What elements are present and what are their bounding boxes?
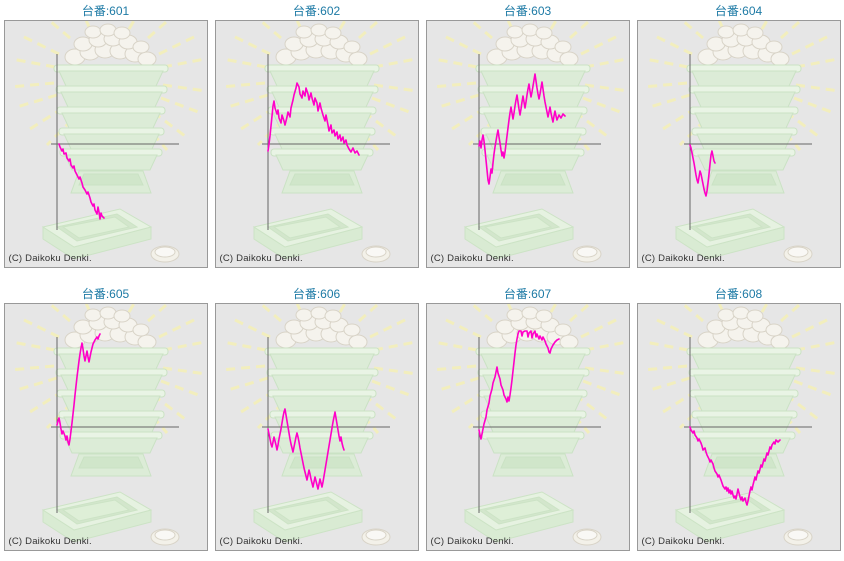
machine-title-link[interactable]: 台番:604 (714, 4, 763, 18)
slump-graph (219, 21, 418, 264)
machine-watermark (430, 21, 629, 264)
slump-graph (8, 21, 207, 264)
copyright-label: (C) Daikoku Denki. (430, 536, 514, 547)
slump-graph (219, 304, 418, 547)
slump-line (688, 426, 781, 506)
machine-watermark (641, 304, 840, 547)
machine-cell-604: 台番:604 (C) Daikoku Denki. (636, 3, 841, 268)
machine-cell-605: 台番:605 (C) Daikoku Denki. (3, 286, 208, 551)
slump-graph (641, 304, 840, 547)
copyright-label: (C) Daikoku Denki. (641, 536, 725, 547)
copyright-label: (C) Daikoku Denki. (641, 253, 725, 264)
machine-title-link[interactable]: 台番:601 (81, 4, 130, 18)
slump-graph (430, 21, 629, 264)
machine-graph-panel: (C) Daikoku Denki. (3, 20, 208, 268)
machine-title-link[interactable]: 台番:602 (292, 4, 341, 18)
machine-title-link[interactable]: 台番:605 (81, 287, 130, 301)
machine-title-link[interactable]: 台番:606 (292, 287, 341, 301)
machine-graph-panel: (C) Daikoku Denki. (214, 303, 419, 551)
machine-cell-607: 台番:607 (C) Daikoku Denki. (425, 286, 630, 551)
machine-graph-panel: (C) Daikoku Denki. (636, 20, 841, 268)
copyright-label: (C) Daikoku Denki. (8, 536, 92, 547)
slump-line (477, 73, 566, 185)
machine-watermark (430, 304, 629, 547)
machine-graph-panel: (C) Daikoku Denki. (214, 20, 419, 268)
machine-title-link[interactable]: 台番:607 (503, 287, 552, 301)
slump-line (688, 144, 716, 197)
machine-watermark (641, 21, 840, 264)
slump-graph (430, 304, 629, 547)
machine-cell-606: 台番:606 (C) Daikoku Denki. (214, 286, 419, 551)
slump-graph (641, 21, 840, 264)
slump-line (57, 143, 105, 220)
slump-line (477, 330, 560, 440)
copyright-label: (C) Daikoku Denki. (8, 253, 92, 264)
machine-title-link[interactable]: 台番:608 (714, 287, 763, 301)
machine-cell-601: 台番:601 (C) Daikoku Denki. (3, 3, 208, 268)
machine-graph-panel: (C) Daikoku Denki. (636, 303, 841, 551)
slump-line (266, 82, 360, 156)
machine-graph-panel: (C) Daikoku Denki. (425, 20, 630, 268)
copyright-label: (C) Daikoku Denki. (430, 253, 514, 264)
slump-line (55, 333, 101, 446)
machine-watermark (219, 21, 418, 264)
machine-cell-603: 台番:603 (C) Daikoku Denki. (425, 3, 630, 268)
machine-watermark (219, 304, 418, 547)
machine-watermark (8, 304, 207, 547)
copyright-label: (C) Daikoku Denki. (219, 536, 303, 547)
machine-cell-608: 台番:608 (C) Daikoku Denki. (636, 286, 841, 551)
machine-title-link[interactable]: 台番:603 (503, 4, 552, 18)
copyright-label: (C) Daikoku Denki. (219, 253, 303, 264)
slump-line (266, 408, 345, 490)
machine-cell-602: 台番:602 (C) Daikoku Denki. (214, 3, 419, 268)
machine-watermark (8, 21, 207, 264)
machine-graph-panel: (C) Daikoku Denki. (425, 303, 630, 551)
machine-graph-panel: (C) Daikoku Denki. (3, 303, 208, 551)
slump-graph (8, 304, 207, 547)
